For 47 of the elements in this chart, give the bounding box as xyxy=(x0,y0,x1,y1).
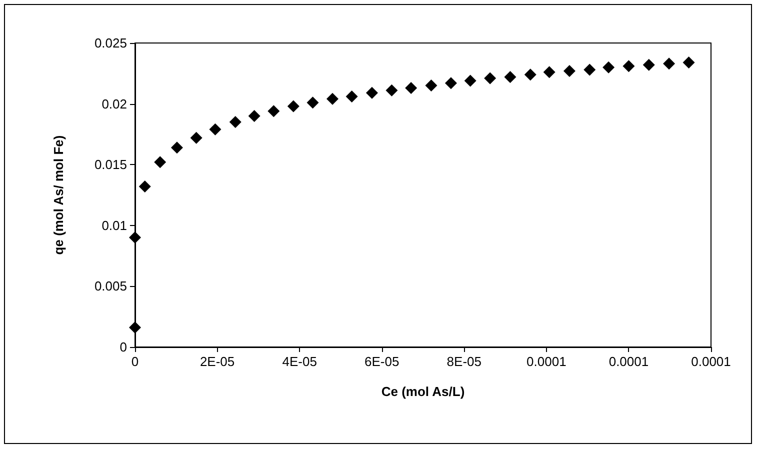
point xyxy=(563,64,576,77)
y-tick-label: 0.015 xyxy=(94,157,127,172)
point xyxy=(170,142,183,154)
point xyxy=(287,100,300,112)
point xyxy=(129,232,141,244)
point xyxy=(602,61,615,74)
point xyxy=(229,116,242,128)
point xyxy=(682,56,695,68)
x-axis-title: Ce (mol As/L) xyxy=(381,384,465,399)
x-tick-label: 0 xyxy=(131,354,139,369)
point xyxy=(584,64,596,76)
x-tick-label: 0.0001 xyxy=(608,354,649,369)
point xyxy=(190,132,202,144)
point xyxy=(346,90,358,103)
point xyxy=(306,96,319,109)
point xyxy=(268,105,280,118)
point xyxy=(366,86,378,99)
point xyxy=(405,82,418,94)
x-tick-label: 6E-05 xyxy=(364,354,400,369)
point xyxy=(386,84,398,96)
point xyxy=(138,180,151,192)
x-tick-label: 8E-05 xyxy=(446,354,482,369)
point xyxy=(543,66,556,78)
x-tick-label: 0.0001 xyxy=(691,354,731,369)
y-axis-title: qe (mol As/ mol Fe) xyxy=(51,135,66,255)
y-tick-label: 0.005 xyxy=(94,278,127,294)
x-tick-label: 2E-05 xyxy=(200,354,235,369)
x-tick-label: 4E-05 xyxy=(282,354,317,369)
point xyxy=(326,92,338,105)
y-tick-label: 0.02 xyxy=(102,96,127,112)
point xyxy=(209,123,222,136)
point xyxy=(444,77,457,90)
y-tick-label: 0 xyxy=(120,340,127,354)
point xyxy=(425,80,438,92)
point xyxy=(464,74,476,87)
point xyxy=(642,58,655,71)
point xyxy=(524,68,536,81)
x-tick-label: 0.0001 xyxy=(526,354,566,369)
point xyxy=(622,60,635,72)
point xyxy=(129,322,141,334)
y-tick-label: 0.025 xyxy=(94,36,127,50)
point xyxy=(484,72,496,84)
point xyxy=(248,110,260,122)
point xyxy=(663,58,676,70)
point xyxy=(504,71,516,84)
point xyxy=(154,156,166,168)
y-tick-label: 0.01 xyxy=(102,218,127,233)
